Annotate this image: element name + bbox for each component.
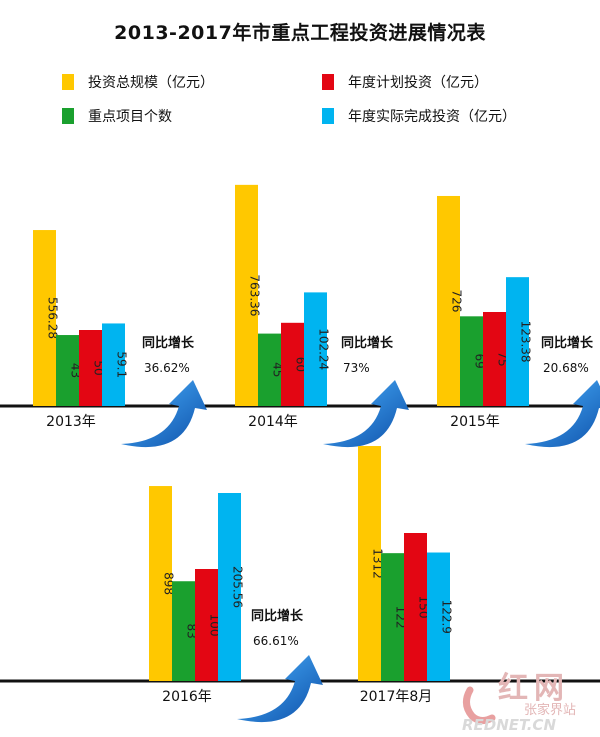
bar-actual-investment-2: [304, 292, 327, 406]
bar-total-investment-1: [33, 230, 56, 406]
bar-annual-plan-3: [483, 312, 506, 406]
bar-project-count-1: [56, 335, 79, 406]
year-label: 2017年8月: [360, 689, 433, 705]
growth-arrow: [121, 380, 207, 448]
legend-item-annual-plan: 年度计划投资（亿元）: [322, 72, 488, 92]
legend-label: 年度实际完成投资（亿元）: [348, 109, 516, 125]
logo-text-main: 红网: [498, 671, 570, 706]
bar-annual-plan-4: [195, 569, 218, 681]
bar-total-investment-5: [358, 446, 381, 681]
year-label: 2016年: [162, 689, 212, 705]
bar-annual-plan-1: [79, 330, 102, 406]
legend-item-actual-investment: 年度实际完成投资（亿元）: [322, 106, 516, 126]
data-label: 205.56: [231, 566, 245, 608]
data-label: 102.24: [317, 328, 331, 370]
bar-annual-plan-2: [281, 322, 304, 406]
yoy-value: 66.61%: [253, 634, 299, 648]
chart-title: 2013-2017年市重点工程投资进展情况表: [114, 22, 486, 44]
data-label: 556.28: [46, 297, 60, 339]
legend-swatch: [62, 74, 74, 90]
bar-annual-plan-5: [404, 533, 427, 681]
data-label: 59.1: [115, 351, 129, 378]
data-label: 763.36: [248, 274, 262, 316]
data-label: 122.9: [440, 600, 454, 634]
bar-actual-investment-4: [218, 492, 241, 681]
yoy-value: 73%: [343, 361, 370, 375]
yoy-title: 同比增长: [341, 335, 394, 351]
legend-label: 投资总规模（亿元）: [88, 75, 214, 91]
data-label: 123.38: [519, 321, 533, 363]
bar-actual-investment-1: [102, 323, 125, 406]
legend-swatch: [62, 108, 74, 124]
bar-project-count-2: [258, 333, 281, 406]
legend-item-total-investment: 投资总规模（亿元）: [62, 72, 214, 92]
legend-label: 年度计划投资（亿元）: [348, 75, 488, 91]
logo-text-sub: 张家界站: [524, 702, 576, 718]
year-label: 2015年: [450, 414, 500, 430]
bar-total-investment-2: [235, 184, 258, 406]
growth-arrow: [525, 380, 600, 447]
bar-total-investment-4: [149, 486, 172, 681]
year-label: 2014年: [248, 414, 298, 430]
rednet-logo: 红网 张家界站 REDNET.CN: [462, 671, 576, 732]
bar-actual-investment-3: [506, 277, 529, 406]
yoy-value: 36.62%: [144, 361, 190, 375]
bar-project-count-3: [460, 316, 483, 406]
yoy-title: 同比增长: [142, 335, 195, 351]
year-label: 2013年: [46, 414, 96, 430]
yoy-value: 20.68%: [543, 361, 589, 375]
bar-project-count-5: [381, 553, 404, 681]
legend-label: 重点项目个数: [88, 109, 172, 125]
bar-project-count-4: [172, 581, 195, 681]
legend-swatch: [322, 108, 334, 124]
legend-swatch: [322, 74, 334, 90]
growth-arrow: [323, 380, 409, 448]
yoy-title: 同比增长: [251, 608, 304, 624]
bar-actual-investment-5: [427, 552, 450, 681]
yoy-title: 同比增长: [541, 335, 594, 351]
growth-arrow: [237, 655, 323, 723]
logo-text-url: REDNET.CN: [462, 716, 556, 732]
bar-total-investment-3: [437, 195, 460, 406]
data-label: 726: [450, 290, 464, 313]
legend-item-project-count: 重点项目个数: [62, 106, 172, 126]
